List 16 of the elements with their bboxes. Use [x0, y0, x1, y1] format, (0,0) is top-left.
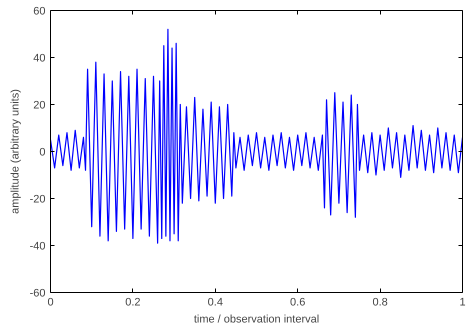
x-tick-label: 0.4: [208, 296, 223, 308]
y-tick-label: 0: [39, 146, 46, 158]
x-tick-label: 0.8: [372, 296, 388, 308]
y-tick-label: -40: [30, 240, 46, 252]
x-tick-label: 1: [459, 296, 466, 308]
line-series: [50, 28, 462, 244]
x-tick-label: 0: [47, 296, 54, 308]
x-tick-label: 0.2: [125, 296, 141, 308]
y-tick-label: -60: [30, 288, 46, 300]
x-tick-label: 0.6: [290, 296, 306, 308]
x-axis-title: time / observation interval: [194, 314, 320, 326]
y-tick-label: 20: [33, 100, 46, 112]
y-axis-title: amplitude (arbitrary units): [10, 89, 22, 214]
y-tick-label: -20: [30, 194, 46, 206]
y-tick-label: 40: [33, 52, 46, 64]
y-tick-label: 60: [33, 6, 46, 18]
